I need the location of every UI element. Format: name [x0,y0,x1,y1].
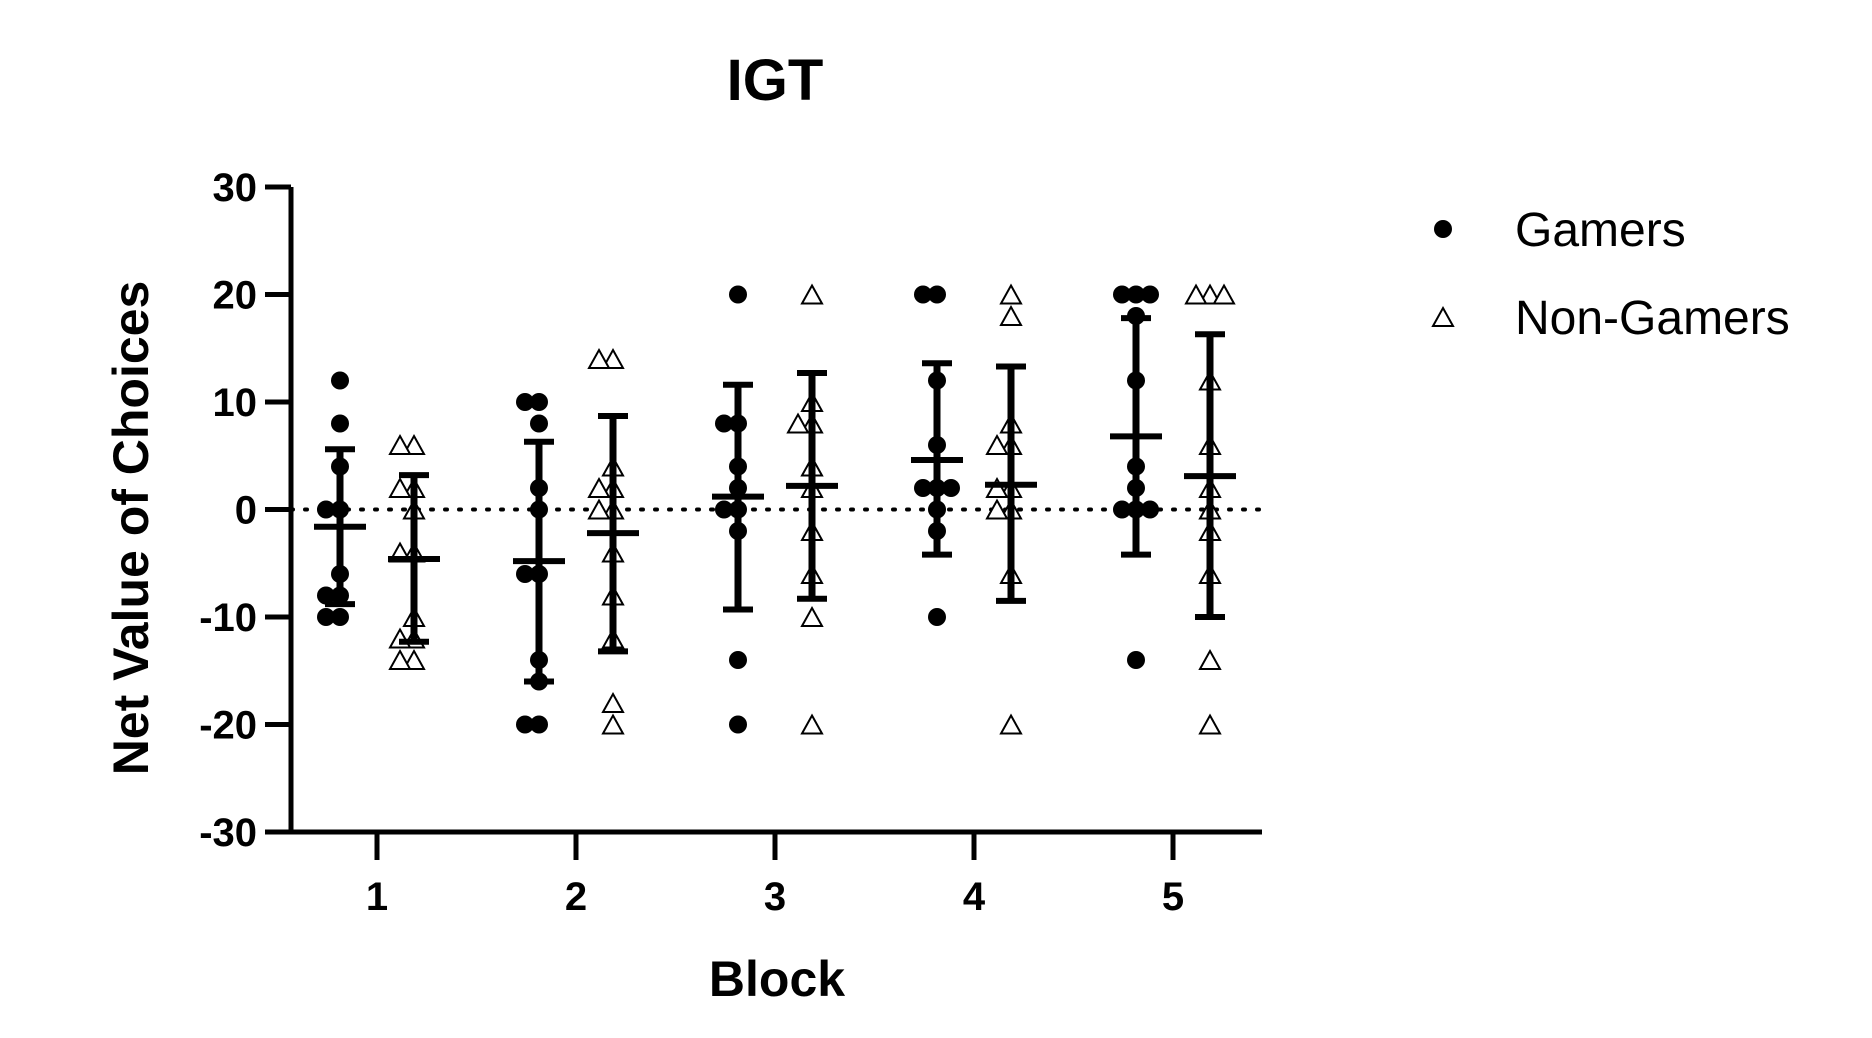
data-point-non-gamers [985,433,1009,455]
data-point-gamers [516,393,534,411]
data-point-non-gamers [601,691,625,713]
chart-title: IGT [727,48,824,113]
data-point-non-gamers [388,648,412,670]
data-point-non-gamers [402,433,426,455]
data-point-gamers [331,608,349,626]
data-point-non-gamers [1184,283,1208,305]
data-point-gamers [516,565,534,583]
y-tick-label: 10 [213,381,258,425]
data-point-gamers [530,715,548,734]
data-point-non-gamers [999,283,1023,305]
data-point-gamers [715,414,733,433]
data-point-gamers [729,715,747,734]
data-point-gamers [1113,285,1131,304]
data-point-gamers [1141,285,1159,304]
plot-area: -30 -20 -10 0 10 20 30 1 2 3 4 5 [199,166,1264,919]
data-point-gamers [914,479,932,497]
data-point-gamers [1141,500,1159,519]
legend-marker-gamers [1434,220,1452,238]
y-tick-label: -10 [199,596,257,640]
legend-marker-non-gamers [1431,305,1455,327]
y-tick-label: 0 [235,489,257,533]
legend-label-gamers: Gamers [1515,204,1686,257]
x-tick-label: 3 [764,875,786,919]
data-point-non-gamers [587,347,611,369]
data-point-non-gamers [587,476,611,498]
x-axis-label: Block [709,951,845,1007]
data-point-non-gamers [985,498,1009,520]
x-tick-label: 2 [565,875,587,919]
data-point-gamers [942,479,960,497]
data-point-gamers [530,414,548,433]
data-point-gamers [729,651,747,669]
legend-item-non-gamers: Non-Gamers [1431,292,1790,345]
y-tick-label: 30 [213,166,258,210]
data-point-non-gamers [587,498,611,520]
data-point-non-gamers [800,283,824,305]
x-tick-label: 5 [1162,875,1184,919]
data-point-gamers [1127,285,1145,304]
data-point-non-gamers [1198,648,1222,670]
data-point-non-gamers [402,648,426,670]
data-point-non-gamers [388,433,412,455]
data-point-gamers [1113,500,1131,519]
data-point-gamers [530,393,548,411]
y-tick-label: -30 [199,811,257,855]
data-point-non-gamers [601,713,625,735]
data-point-gamers [317,608,335,626]
y-tick-label: -20 [199,704,257,748]
data-point-non-gamers [1198,283,1222,305]
data-point-gamers [317,586,335,605]
data-point-gamers [928,285,946,304]
x-tick-label: 1 [366,875,388,919]
data-point-non-gamers [999,304,1023,326]
data-point-non-gamers [985,476,1009,498]
data-point-gamers [715,500,733,519]
data-point-gamers [331,371,349,390]
data-point-gamers [331,414,349,433]
data-point-gamers [1127,651,1145,669]
x-tick-label: 4 [963,875,986,919]
data-point-non-gamers [999,713,1023,735]
data-point-gamers [729,285,747,304]
legend-label-non-gamers: Non-Gamers [1515,292,1790,345]
legend-item-gamers: Gamers [1434,204,1686,257]
y-tick-label: 20 [213,274,258,318]
data-point-gamers [516,715,534,734]
y-axis-label: Net Value of Choices [103,281,159,776]
data-point-non-gamers [388,627,412,649]
data-point-non-gamers [800,605,824,627]
data-point-non-gamers [1212,283,1236,305]
data-point-non-gamers [800,713,824,735]
data-point-gamers [317,500,335,519]
data-point-non-gamers [786,412,810,434]
data-point-non-gamers [601,347,625,369]
data-point-gamers [928,608,946,626]
legend: Gamers Non-Gamers [1431,204,1790,345]
data-point-gamers [914,285,932,304]
data-point-non-gamers [388,476,412,498]
data-point-non-gamers [1198,713,1222,735]
